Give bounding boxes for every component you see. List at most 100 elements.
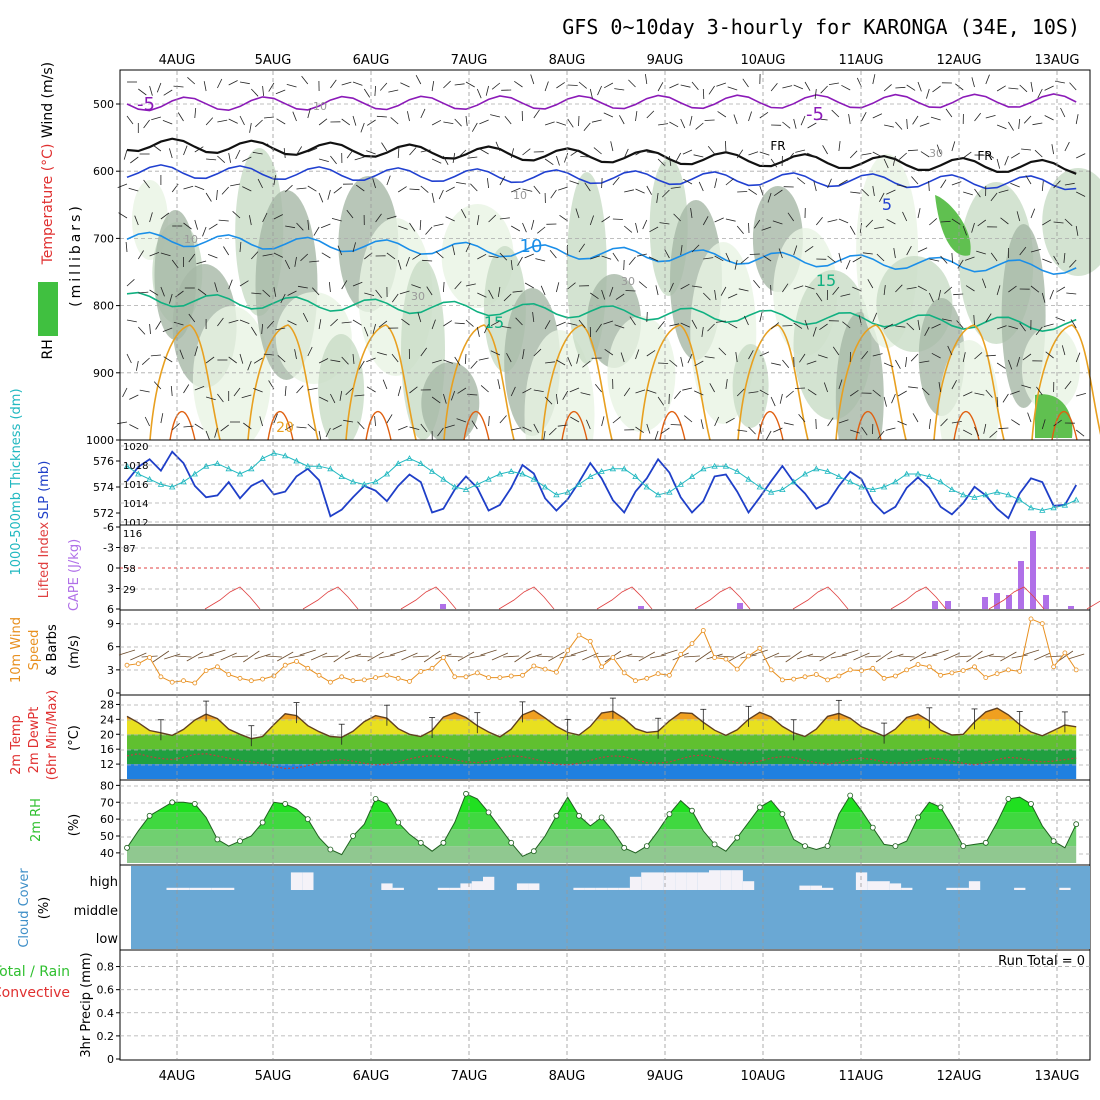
wind-barb (548, 651, 565, 662)
upper-barb (635, 349, 640, 360)
upper-barb (782, 325, 793, 327)
upper-barb (431, 81, 435, 92)
upper-barb (1030, 208, 1036, 219)
cape-bar-5 (982, 597, 988, 609)
upper-barb (920, 151, 930, 158)
upper-barb (530, 74, 535, 85)
upper-barb (183, 222, 192, 230)
upper-barb (207, 254, 218, 259)
upper-barb (668, 393, 670, 405)
upper-barb (832, 346, 840, 356)
upper-barb (645, 74, 648, 85)
upper-barb (601, 177, 603, 189)
upper-barb (375, 289, 383, 299)
upper-barb (419, 219, 422, 231)
upper-barb (214, 427, 218, 438)
upper-barb (930, 116, 941, 121)
upper-barb (443, 121, 454, 124)
upper-barb (841, 84, 851, 91)
wind-speed-point (1006, 667, 1011, 673)
upper-barb (771, 362, 781, 366)
upper-barb (268, 82, 275, 92)
upper-barb (589, 88, 593, 99)
wind-barb (356, 655, 373, 658)
upper-barb (490, 114, 500, 118)
upper-barb (445, 186, 455, 193)
upper-barb (249, 122, 252, 133)
upper-barb (1041, 292, 1046, 303)
upper-barb (126, 319, 137, 323)
upper-barb (817, 118, 828, 121)
upper-barb (872, 312, 878, 323)
high-cloud-bar (573, 887, 585, 890)
thickness-point (880, 483, 888, 490)
upper-barb (262, 253, 273, 257)
upper-barb (584, 182, 591, 192)
temp-axis: 28 24 20 16 12 (100, 698, 120, 771)
wind-speed-point (689, 641, 695, 646)
precip-label-2: 0.4 (97, 1007, 115, 1020)
thickness-ylabel: 1000-500mb Thickness (dm) (9, 388, 24, 575)
upper-barb (144, 416, 150, 427)
wind-speed-point (271, 673, 277, 679)
upper-barb (409, 426, 420, 430)
wind-barb (175, 655, 192, 658)
wind-speed-point (655, 671, 661, 677)
upper-wind-barbs (117, 73, 1087, 442)
upper-barb (417, 312, 422, 323)
upper-barb (906, 322, 915, 331)
chart-title: GFS 0~10day 3-hourly for KARONGA (34E, 1… (562, 15, 1080, 39)
temp-band-1 (127, 749, 1077, 765)
upper-barb (1004, 155, 1009, 166)
thickness-point (282, 452, 289, 459)
contour-25-2 (365, 411, 392, 441)
upper-barb (187, 77, 196, 85)
upper-barb (235, 149, 241, 160)
upper-barb (691, 81, 699, 90)
high-cloud-bar (720, 870, 732, 890)
upper-barb (704, 119, 715, 121)
cape-label-2: 58 (123, 564, 136, 575)
upper-barb (669, 323, 680, 327)
upper-barb (188, 313, 196, 323)
upper-barb (806, 152, 817, 158)
wind-speed-point (384, 672, 390, 678)
wind-speed-point (644, 675, 650, 681)
wind-barb (887, 653, 904, 660)
upper-barb (793, 285, 804, 290)
upper-barb (480, 385, 489, 393)
upper-barb (744, 315, 749, 326)
upper-barb (785, 390, 794, 398)
upper-barb (1042, 219, 1052, 226)
upper-air-ylabel-unit: (millibars) (68, 203, 84, 307)
wind-speed-point (983, 675, 989, 680)
upper-barb (309, 260, 320, 263)
upper-barb (454, 322, 465, 325)
upper-barb (691, 319, 698, 329)
rh-legend-swatch (38, 282, 58, 336)
upper-barb (635, 149, 645, 156)
rh-point (802, 843, 808, 849)
rh-point (124, 844, 130, 851)
upper-barb (733, 114, 738, 125)
lifted-index-ylabel: Lifted Index (37, 521, 52, 598)
upper-barb (872, 74, 876, 85)
upper-barb (253, 388, 263, 393)
rh-ylabel-unit: (%) (67, 814, 82, 837)
upper-barb (787, 212, 795, 222)
wind-barb (378, 654, 395, 659)
high-cloud-bar (449, 887, 461, 890)
upper-barb (759, 351, 770, 357)
upper-barb (296, 426, 307, 429)
upper-barb (938, 289, 941, 300)
upper-barb (488, 214, 497, 223)
upper-barb (206, 158, 217, 161)
cape-bar-0 (440, 604, 446, 609)
upper-barb (807, 389, 817, 396)
rh-point (395, 819, 402, 826)
wind-barb (616, 653, 633, 660)
upper-barb (575, 208, 580, 219)
upper-barb (471, 122, 478, 132)
high-cloud-bar (867, 881, 879, 890)
upper-barb (391, 353, 399, 363)
